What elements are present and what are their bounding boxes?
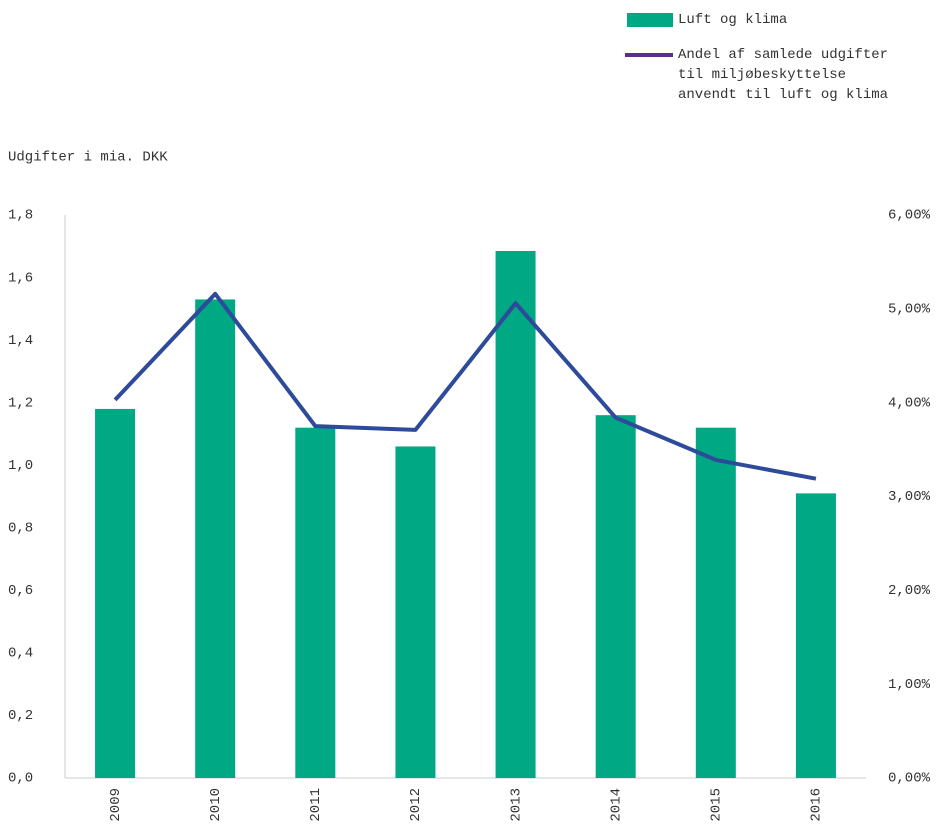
bar <box>195 299 236 778</box>
y-axis-title: Udgifter i mia. DKK <box>8 150 168 166</box>
y2-tick-label: 2,00% <box>888 583 931 599</box>
x-tick-label: 2011 <box>308 788 324 822</box>
x-tick-label: 2016 <box>809 788 825 822</box>
bar <box>795 493 836 778</box>
bar <box>495 250 536 778</box>
bar <box>95 408 136 778</box>
y-tick-label: 0,0 <box>8 771 33 787</box>
y2-tick-label: 1,00% <box>888 677 931 693</box>
legend-swatch-bar <box>627 13 673 27</box>
y-tick-label: 1,6 <box>8 270 33 286</box>
bar <box>295 427 336 778</box>
y-tick-label: 0,2 <box>8 708 33 724</box>
line <box>113 291 817 481</box>
x-tick-label: 2009 <box>108 788 124 822</box>
y2-tick-label: 3,00% <box>888 489 931 505</box>
y2-tick-label: 5,00% <box>888 302 931 318</box>
x-tick-label: 2012 <box>408 788 424 822</box>
y2-tick-label: 0,00% <box>888 771 931 787</box>
y-tick-label: 1,2 <box>8 395 33 411</box>
bar <box>695 427 736 778</box>
bar <box>395 446 436 778</box>
y2-tick-label: 6,00% <box>888 208 931 224</box>
x-tick-label: 2015 <box>709 788 725 822</box>
x-tick-label: 2014 <box>608 788 624 822</box>
y-tick-label: 1,4 <box>8 333 33 349</box>
y-tick-label: 0,4 <box>8 646 33 662</box>
y2-tick-label: 4,00% <box>888 395 931 411</box>
legend-entry: Andel af samlede udgifter til miljøbesky… <box>678 47 889 103</box>
bar <box>595 415 636 778</box>
y-tick-label: 0,8 <box>8 520 33 536</box>
y-tick-label: 1,0 <box>8 458 33 474</box>
x-tick-label: 2010 <box>208 788 224 822</box>
legend-entry: Luft og klima <box>678 12 788 28</box>
y-tick-label: 1,8 <box>8 208 33 224</box>
y-tick-label: 0,6 <box>8 583 33 599</box>
x-tick-label: 2013 <box>508 788 524 822</box>
